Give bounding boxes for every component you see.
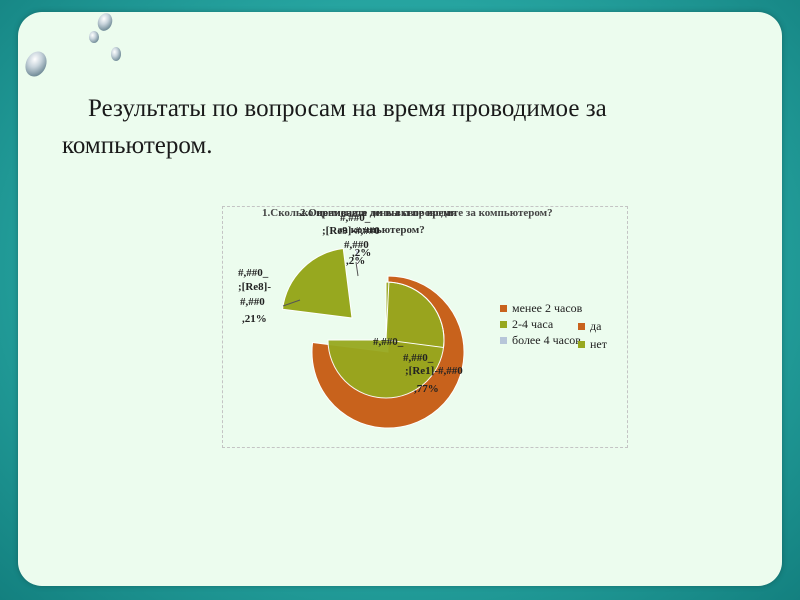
- leader-line-blue: [355, 261, 359, 277]
- slice-label-orange-line0: #,##0_: [403, 352, 434, 364]
- legend2-label: да: [590, 319, 602, 333]
- slice-label-blue-line2: #,##0: [344, 239, 369, 251]
- pie-slice-green: [281, 247, 353, 319]
- slice-label-blue-pct: ,2%: [346, 255, 365, 267]
- water-drops-decoration: [25, 13, 121, 77]
- chart-frame: [222, 206, 628, 448]
- legend-label: более 4 часов: [512, 333, 581, 347]
- legend-label: 2-4 часа: [512, 317, 554, 331]
- slice-label-green: #,##0_: [238, 267, 269, 279]
- legend-swatch: [500, 321, 507, 328]
- legend-swatch: [500, 305, 507, 312]
- overlap-label-top: #,##0_: [340, 212, 371, 224]
- water-drop-icon: [97, 13, 113, 31]
- legend2-swatch: [578, 341, 585, 348]
- slice-label-green-line3: #,##0: [240, 296, 265, 308]
- water-drop-icon: [25, 51, 47, 77]
- chart-title: 1.Сколько времени в день вы проводите за…: [262, 207, 553, 219]
- overlap-label-1: #,##0_: [373, 336, 404, 348]
- slice-label-green-pct: ,21%: [242, 313, 267, 325]
- legend2-label: нет: [590, 337, 608, 351]
- legend-label: менее 2 часов: [512, 301, 583, 315]
- slide-heading: Результаты по вопросам на время проводим…: [62, 95, 607, 159]
- leader-line-green: [282, 299, 301, 307]
- slice-label-orange-pct: ,77%: [414, 383, 439, 395]
- chart-title-overlay: 2.Оцениваете ли вы свое время: [300, 207, 457, 219]
- slice-label-green-line2: ;[Re8]-: [238, 281, 271, 293]
- slice-label-orange: ;[Re1]-#,##0: [405, 365, 463, 377]
- pie-slice-blue: [354, 249, 359, 271]
- overlap-label-pct: ,2%: [352, 247, 371, 259]
- chart-title-overlay-2: за компьютером?: [338, 224, 425, 236]
- legend2-swatch: [578, 323, 585, 330]
- slice-label-blue: ;[Re9]-#,##0: [322, 225, 380, 237]
- legend-swatch: [500, 337, 507, 344]
- water-drop-icon: [111, 47, 121, 61]
- water-drop-icon: [89, 31, 99, 43]
- pie2-outline: [385, 281, 445, 349]
